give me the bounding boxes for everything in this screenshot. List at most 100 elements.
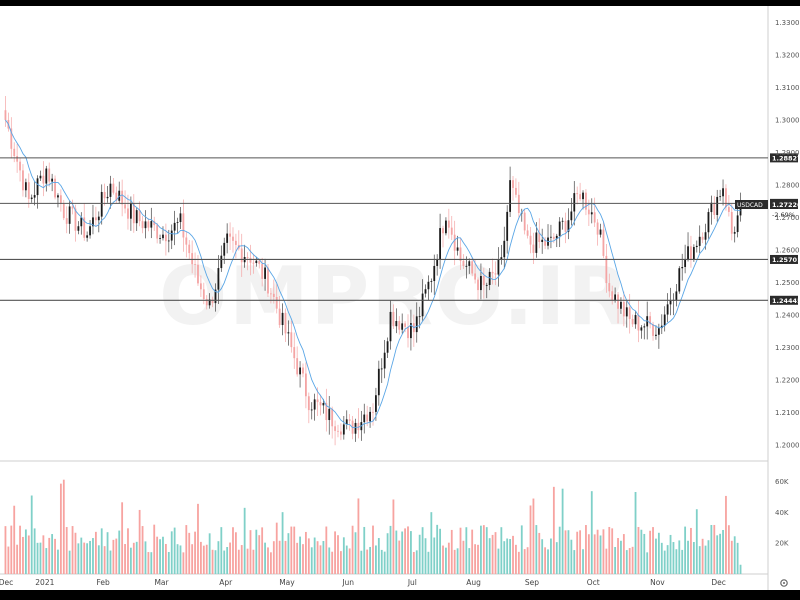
volume-bar [150, 552, 153, 574]
price-tick-label: 1.25000 [775, 279, 800, 287]
candle-body [649, 316, 652, 325]
candle-body [544, 239, 547, 246]
candle-body [270, 293, 272, 295]
volume-bar [208, 533, 211, 574]
volume-bar [567, 530, 570, 574]
candle-body [30, 197, 33, 199]
candle-body [27, 182, 30, 199]
volume-bar [380, 549, 383, 574]
candle-body [494, 273, 497, 275]
volume-bar [316, 541, 319, 574]
volume-bar [526, 547, 529, 574]
time-tick-label: Apr [219, 578, 233, 587]
candle-body [94, 217, 97, 221]
volume-bar [561, 488, 564, 574]
volume-bar [59, 483, 62, 574]
volume-bar [68, 550, 71, 574]
settings-gear-icon[interactable] [780, 579, 788, 587]
volume-bar [698, 546, 701, 574]
volume-bar [500, 527, 503, 574]
volume-bar [590, 491, 593, 574]
candle-body [701, 236, 704, 240]
candle-body [410, 323, 412, 339]
volume-bar [194, 531, 196, 574]
candle-body [217, 268, 220, 290]
candle-body [681, 266, 684, 269]
volume-bar [272, 541, 275, 574]
candle-body [141, 221, 144, 229]
candle-body [159, 238, 161, 239]
volume-bar [477, 544, 479, 574]
volume-bar [290, 526, 293, 574]
time-tick-label: 2021 [35, 578, 54, 587]
candle-body [354, 422, 357, 434]
watermark: OMPRO.IR [159, 250, 631, 343]
candle-body [83, 217, 86, 238]
level-badge [770, 254, 798, 264]
volume-bar [439, 528, 441, 574]
candle-body [692, 247, 695, 260]
price-tick-label: 1.30000 [775, 116, 800, 124]
volume-bar [115, 538, 118, 574]
volume-bar [71, 526, 74, 574]
candle-body [655, 334, 657, 336]
volume-bar [710, 524, 713, 574]
volume-bar [278, 540, 281, 574]
candle-body [112, 183, 115, 193]
candle-body [401, 323, 404, 330]
candle-body [436, 259, 439, 266]
candle-body [590, 212, 593, 215]
volume-bar [465, 527, 468, 574]
volume-bar [173, 527, 176, 574]
volume-bar [375, 545, 377, 574]
candle-body [377, 368, 380, 396]
volume-bar [392, 499, 395, 574]
candle-body [340, 431, 342, 435]
candle-body [307, 396, 310, 411]
candle-body [106, 196, 109, 199]
volume-bar [77, 543, 80, 574]
volume-bar [617, 538, 619, 574]
candle-body [427, 281, 430, 290]
candle-body [418, 316, 421, 318]
candle-body [421, 293, 424, 317]
volume-bar [681, 549, 684, 574]
candle-body [585, 192, 587, 210]
candle-body [631, 318, 634, 325]
volume-bar [258, 535, 261, 574]
volume-bar [544, 547, 547, 574]
candle-body [415, 316, 418, 333]
ma-line [5, 119, 741, 429]
candle-body [526, 230, 529, 236]
volume-bar [159, 539, 161, 574]
time-tick-label: Dec [711, 578, 726, 587]
candle-body [430, 281, 433, 282]
volume-bar [345, 545, 348, 574]
candle-body [617, 294, 619, 309]
volume-bar [252, 549, 255, 574]
candle-body [480, 276, 482, 291]
volume-bar [264, 542, 266, 574]
volume-bar [281, 512, 284, 574]
volume-bar [65, 527, 68, 574]
candle-body [474, 273, 476, 280]
candle-body [284, 312, 287, 334]
volume-bar [170, 531, 173, 574]
candle-body [173, 222, 176, 231]
volume-bar [480, 525, 482, 574]
candle-body [605, 255, 608, 284]
candle-body [68, 206, 71, 224]
volume-bar [386, 533, 389, 574]
volume-bar [675, 549, 678, 574]
candle-body [264, 267, 266, 279]
volume-bar [211, 549, 214, 574]
candle-body [576, 193, 579, 195]
candle-body [167, 240, 170, 242]
candle-body [258, 260, 261, 264]
volume-bar [92, 538, 94, 574]
time-tick-label: Sep [525, 578, 539, 587]
candle-body [103, 191, 106, 199]
volume-bar [620, 540, 622, 574]
candle-body [727, 207, 730, 212]
